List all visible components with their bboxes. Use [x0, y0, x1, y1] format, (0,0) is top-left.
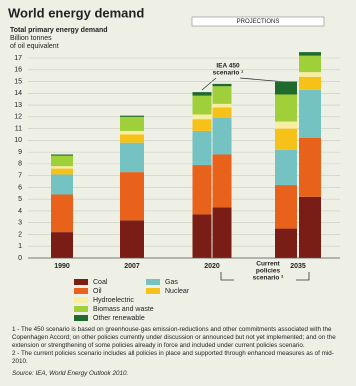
x-tick-label: 2020	[204, 263, 220, 270]
source: Source: IEA, World Energy Outlook 2010.	[12, 370, 129, 377]
y-tick-label: 17	[14, 55, 22, 62]
bar-segment	[299, 55, 321, 73]
y-tick-label: 10	[14, 137, 22, 144]
projections-box	[191, 16, 325, 27]
bar-segment	[212, 118, 232, 155]
bar-segment	[192, 114, 212, 120]
bar-segment	[51, 154, 73, 156]
legend-swatch	[74, 288, 88, 294]
legend-swatch	[74, 315, 88, 321]
bar-segment	[212, 103, 232, 108]
bar-segment	[299, 196, 321, 258]
annotation: scenario ²	[253, 275, 285, 282]
annotation-bracket	[220, 272, 310, 281]
bar-segment	[275, 228, 297, 258]
footnote: 2 - The current policies scenario includ…	[12, 350, 334, 365]
bar-segment	[120, 220, 144, 258]
bar-segment	[120, 172, 144, 221]
legend-label: Biomass and waste	[93, 306, 154, 313]
annotation: policies	[256, 268, 281, 275]
y-tick-label: 1	[18, 243, 22, 250]
bar-segment	[192, 165, 212, 215]
bar-segment	[299, 76, 321, 90]
footnote: 1 - The 450 scenario is based on greenho…	[12, 326, 336, 349]
bar-segment	[212, 207, 232, 258]
y-tick-label: 0	[18, 255, 22, 262]
bar-segment	[120, 116, 144, 131]
legend-swatch	[146, 288, 160, 294]
bar-segment	[212, 154, 232, 208]
legend-swatch	[146, 279, 160, 285]
annotation: Current	[256, 261, 280, 268]
bar-segment	[51, 194, 73, 233]
bar-segment	[51, 174, 73, 195]
bar-segment	[275, 149, 297, 186]
y-tick-label: 11	[15, 125, 22, 132]
y-tick-label: 14	[14, 90, 22, 97]
bar-segment	[120, 115, 144, 117]
bar-segment	[299, 72, 321, 77]
y-tick-label: 6	[18, 184, 22, 191]
y-tick-label: 8	[18, 161, 22, 168]
bar-segment	[212, 107, 232, 118]
bar-segment	[120, 130, 144, 135]
bar-segment	[299, 138, 321, 197]
legend-label: Nuclear	[165, 288, 190, 295]
legend-label: Other renewable	[93, 315, 145, 322]
y-tick-label: 7	[18, 172, 22, 179]
y-tick-label: 13	[14, 102, 22, 109]
legend-swatch	[74, 306, 88, 312]
y-tick-label: 12	[14, 114, 22, 121]
bar-segment	[120, 134, 144, 143]
y-tick-label: 3	[18, 220, 22, 227]
bar-segment	[51, 168, 73, 175]
bar-segment	[299, 89, 321, 138]
bar-segment	[192, 130, 212, 166]
chart-title: World energy demand	[8, 5, 144, 20]
legend-swatch	[74, 279, 88, 285]
annotation: IEA 450	[216, 63, 240, 70]
bar-segment	[275, 185, 297, 229]
bar-segment	[51, 232, 73, 258]
bar-segment	[51, 155, 73, 167]
annotation: scenario ¹	[213, 70, 244, 77]
legend-label: Coal	[93, 279, 108, 286]
bar-segment	[192, 119, 212, 131]
bar-segment	[275, 128, 297, 150]
bar-segment	[212, 86, 232, 104]
x-tick-label: 1990	[54, 263, 70, 270]
y-tick-label: 4	[18, 208, 22, 215]
bar-segment	[275, 94, 297, 122]
y-tick-label: 9	[18, 149, 22, 156]
chart: World energy demand PROJECTIONS Total pr…	[8, 5, 340, 322]
y-tick-label: 5	[18, 196, 22, 203]
legend-label: Oil	[93, 288, 102, 295]
bar-segment	[192, 95, 212, 115]
y-axis-title: Total primary energy demand	[10, 27, 108, 34]
y-tick-label: 2	[18, 231, 22, 238]
bar-segment	[212, 83, 232, 87]
x-tick-label: 2035	[290, 263, 306, 270]
bar-segment	[192, 214, 212, 258]
x-tick-label: 2007	[124, 263, 140, 270]
bar-segment	[299, 52, 321, 56]
legend-swatch	[74, 297, 88, 303]
bar-segment	[120, 142, 144, 173]
y-tick-label: 15	[14, 78, 22, 85]
legend-label: Hydroelectric	[93, 297, 134, 304]
y-axis-title: Billion tonnes	[10, 35, 52, 42]
legend-label: Gas	[165, 279, 178, 286]
y-axis-title: of oil equivalent	[10, 43, 59, 50]
y-tick-label: 16	[14, 67, 22, 74]
bar-segment	[192, 92, 212, 96]
bar-segment	[51, 166, 73, 169]
projections-label: PROJECTIONS	[237, 19, 280, 25]
bar-segment	[275, 81, 297, 95]
bar-segment	[275, 121, 297, 129]
